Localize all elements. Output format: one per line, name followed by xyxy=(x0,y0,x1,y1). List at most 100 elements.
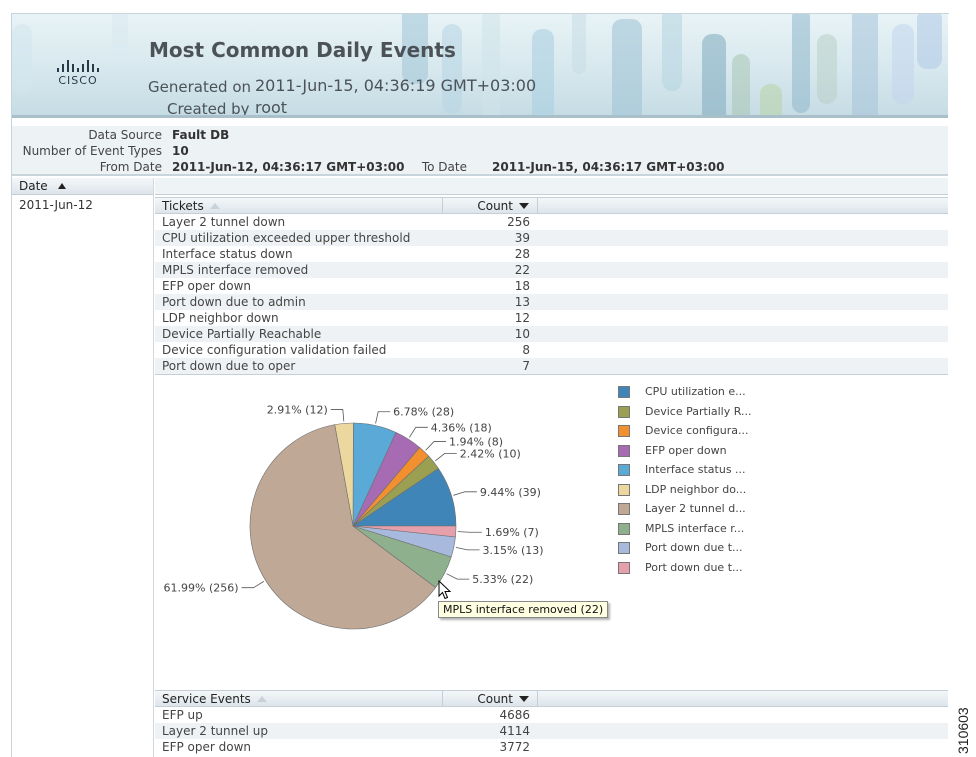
ticket-count: 256 xyxy=(507,215,530,229)
legend-item[interactable]: Layer 2 tunnel d... xyxy=(618,502,778,522)
service-events-header-label: Service Events xyxy=(162,692,251,706)
tickets-table: Tickets Count Layer 2 tunnel down 256 CPU… xyxy=(155,197,948,375)
table-row[interactable]: Port down due to admin 13 xyxy=(155,294,948,310)
ticket-name: Port down due to admin xyxy=(162,295,306,309)
legend-label: Port down due t... xyxy=(645,541,743,554)
figure-id: 310603 xyxy=(955,707,971,754)
table-row[interactable]: Device Partially Reachable 10 xyxy=(155,326,948,342)
service-event-name: Layer 2 tunnel up xyxy=(162,724,268,738)
service-events-table: Service Events Count EFP up 4686 Layer 2 … xyxy=(155,690,948,755)
ticket-count: 18 xyxy=(514,279,530,293)
legend-swatch xyxy=(618,464,630,476)
service-events-column-header[interactable]: Service Events xyxy=(155,691,443,707)
ticket-count: 8 xyxy=(522,343,530,357)
legend-item[interactable]: CPU utilization e... xyxy=(618,385,778,405)
table-row[interactable]: EFP up 4686 xyxy=(155,707,948,723)
sort-ascending-icon xyxy=(57,183,66,189)
slice-label-leader xyxy=(455,547,480,551)
ticket-count: 39 xyxy=(514,231,530,245)
table-row[interactable]: MPLS interface removed 22 xyxy=(155,262,948,278)
legend-label: Port down due t... xyxy=(645,560,743,574)
slice-label: 1.94% (8) xyxy=(449,436,503,449)
legend-swatch xyxy=(618,405,630,418)
table-row[interactable]: Port down due to oper 7 xyxy=(155,358,948,374)
report-frame xyxy=(11,13,949,757)
slice-label-leader xyxy=(330,409,345,422)
legend-item[interactable]: Port down due t... xyxy=(618,541,778,561)
ticket-name: CPU utilization exceeded upper threshold xyxy=(162,231,411,245)
service-event-count: 4686 xyxy=(499,708,530,722)
pie-chart: 9.44% (39) 2.42% (10)1.94% (8) 4.36% (18) 6… xyxy=(164,403,544,630)
slice-label: 3.15% (13) xyxy=(483,544,544,557)
slice-label-leader xyxy=(457,531,482,533)
table-divider xyxy=(155,374,948,375)
table-row[interactable]: EFP oper down 18 xyxy=(155,278,948,294)
report-banner: CISCO Most Common Daily Events Generated… xyxy=(12,14,948,118)
report-title: Most Common Daily Events xyxy=(149,38,456,62)
slice-label-leader xyxy=(453,491,477,496)
slice-label: 2.91% (12) xyxy=(267,403,328,416)
slice-label: 2.42% (10) xyxy=(460,447,521,460)
table-row[interactable]: Interface status down 28 xyxy=(155,246,948,262)
pie-slice[interactable] xyxy=(249,424,437,630)
tickets-column-header[interactable]: Tickets xyxy=(155,198,443,214)
ticket-count: 22 xyxy=(514,263,530,277)
cisco-bars-icon xyxy=(48,58,108,72)
legend-swatch xyxy=(618,503,630,515)
legend-swatch xyxy=(618,386,630,398)
table-row[interactable]: LDP neighbor down 12 xyxy=(155,310,948,326)
table-row[interactable]: EFP oper down 3772 xyxy=(155,739,948,755)
pie-slice[interactable] xyxy=(352,525,457,538)
legend-item[interactable]: EFP oper down xyxy=(618,444,778,464)
tickets-table-header: Tickets Count xyxy=(155,197,948,214)
ticket-name: Device configuration validation failed xyxy=(162,343,387,357)
ticket-name: LDP neighbor down xyxy=(162,311,279,325)
service-event-count: 3772 xyxy=(499,740,530,754)
table-row[interactable]: Layer 2 tunnel down 256 xyxy=(155,214,948,230)
figure-id-text: 310603 xyxy=(955,707,971,754)
legend-item[interactable]: Device configura... xyxy=(618,424,778,444)
generated-value: 2011-Jun-15, 04:36:19 GMT+03:00 xyxy=(255,76,537,95)
ticket-count: 12 xyxy=(514,311,530,325)
count-header-label: Count xyxy=(477,199,513,213)
slice-label: 9.44% (39) xyxy=(480,486,541,499)
date-header-label: Date xyxy=(19,179,48,193)
tickets-count-column-header[interactable]: Count xyxy=(443,198,538,214)
cisco-logo-text: CISCO xyxy=(58,74,98,87)
ticket-name: Interface status down xyxy=(162,247,293,261)
date-column: Date 2011-Jun-12 xyxy=(12,178,154,757)
date-column-header[interactable]: Date xyxy=(12,178,153,195)
legend-swatch xyxy=(618,444,630,457)
service-events-table-body: EFP up 4686 Layer 2 tunnel up 4114 EFP ope… xyxy=(155,707,948,755)
service-count-column-header[interactable]: Count xyxy=(443,691,538,707)
legend-item[interactable]: Interface status ... xyxy=(618,463,778,483)
legend-item[interactable]: Port down due t... xyxy=(618,561,778,581)
service-event-count: 4114 xyxy=(499,724,530,738)
chart-legend: CPU utilization e... Device Partially R..… xyxy=(618,385,778,580)
table-row[interactable]: Device configuration validation failed 8 xyxy=(155,342,948,358)
legend-item[interactable]: LDP neighbor do... xyxy=(618,483,778,503)
slice-label-leader xyxy=(375,411,391,424)
legend-item[interactable]: Device Partially R... xyxy=(618,405,778,425)
created-by-label: Created by xyxy=(167,100,250,118)
sort-icon xyxy=(209,203,220,209)
service-event-name: EFP oper down xyxy=(162,740,252,754)
legend-label: Device Partially R... xyxy=(645,404,752,418)
slice-label: 61.99% (256) xyxy=(164,582,239,595)
service-event-name: EFP up xyxy=(162,708,203,722)
table-row[interactable]: Layer 2 tunnel up 4114 xyxy=(155,723,948,739)
legend-label: Layer 2 tunnel d... xyxy=(645,502,746,515)
count-header-label: Count xyxy=(477,692,513,706)
service-events-table-header: Service Events Count xyxy=(155,690,948,707)
ticket-count: 10 xyxy=(514,327,530,341)
ticket-name: Port down due to oper xyxy=(162,359,296,373)
sort-icon xyxy=(256,696,267,702)
from-date-value: 2011-Jun-12, 04:36:17 GMT+03:00 xyxy=(172,160,405,174)
data-source-value: Fault DB xyxy=(172,128,230,142)
date-value: 2011-Jun-12 xyxy=(19,198,93,212)
ticket-name: Device Partially Reachable xyxy=(162,327,322,341)
event-types-label: Number of Event Types xyxy=(22,144,162,158)
table-row[interactable]: CPU utilization exceeded upper threshold… xyxy=(155,230,948,246)
from-date-label: From Date xyxy=(99,160,162,174)
legend-item[interactable]: MPLS interface r... xyxy=(618,522,778,542)
